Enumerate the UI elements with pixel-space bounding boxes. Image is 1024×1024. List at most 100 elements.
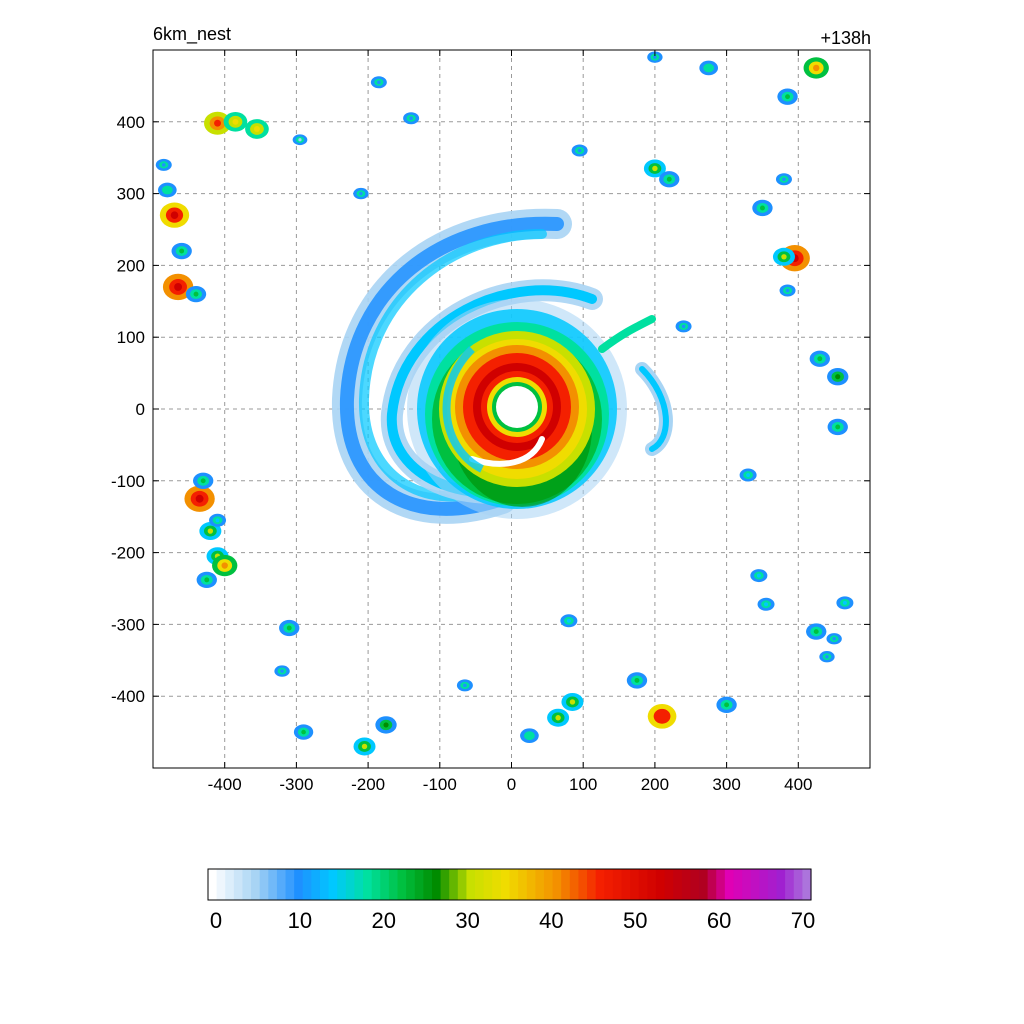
colorbar-block — [578, 869, 588, 900]
cell-core — [195, 494, 204, 503]
cell-core — [193, 291, 199, 297]
colorbar-block — [647, 869, 657, 900]
x-tick-label: -100 — [423, 775, 457, 794]
colorbar-block — [750, 869, 760, 900]
cell-core — [634, 677, 640, 683]
colorbar-block — [699, 869, 709, 900]
colorbar-block — [707, 869, 717, 900]
colorbar-block — [767, 869, 778, 900]
cell-core — [652, 165, 658, 172]
colorbar-block — [483, 869, 493, 900]
colorbar-block — [414, 869, 424, 900]
cell-core — [174, 282, 183, 291]
colorbar-block — [406, 869, 416, 900]
x-tick-label: 0 — [507, 775, 516, 794]
cell-core — [555, 715, 561, 721]
y-tick-label: 200 — [117, 256, 145, 275]
colorbar-block — [492, 869, 502, 900]
cell-core — [161, 163, 166, 167]
colorbar-fill — [208, 869, 812, 900]
colorbar-block — [552, 869, 562, 900]
left-title: 6km_nest — [153, 24, 231, 45]
cell-core — [359, 191, 363, 196]
x-tick-label: 400 — [784, 775, 812, 794]
axes: -400 -300 -200 -100 0 100 200 300 400 -400 -300 -20… — [111, 50, 870, 794]
colorbar-block — [423, 869, 433, 900]
colorbar-tick-label: 70 — [791, 908, 815, 933]
colorbar-block — [776, 869, 786, 900]
colorbar-block — [388, 869, 399, 900]
cell-core — [658, 712, 666, 721]
x-tick-label: 200 — [641, 775, 669, 794]
colorbar-block — [225, 869, 235, 900]
x-tick-label: -400 — [208, 775, 242, 794]
cell-core — [214, 119, 221, 127]
colorbar-block — [518, 869, 528, 900]
colorbar-block — [681, 869, 691, 900]
colorbar-block — [259, 869, 269, 900]
colorbar-tick-label: 20 — [371, 908, 395, 933]
colorbar: 0 10 20 30 40 50 60 70 — [207, 868, 815, 933]
colorbar-tick-label: 10 — [288, 908, 312, 933]
cell-core — [813, 64, 820, 72]
cell-core — [165, 187, 170, 193]
colorbar-block — [690, 869, 700, 900]
colorbar-block — [759, 869, 769, 900]
colorbar-block — [595, 869, 605, 900]
cell-core — [842, 600, 847, 605]
colorbar-block — [440, 869, 450, 900]
cell-core — [383, 722, 389, 728]
cell-core — [666, 176, 672, 182]
colorbar-block — [449, 869, 459, 900]
cell-core — [254, 126, 260, 132]
cell-core — [409, 116, 413, 121]
cell-core — [835, 424, 841, 430]
reflectivity-field — [155, 51, 854, 756]
y-tick-label: 400 — [117, 113, 145, 132]
colorbar-tick-label: 40 — [539, 908, 563, 933]
colorbar-tick-label: 50 — [623, 908, 647, 933]
colorbar-block — [268, 869, 278, 900]
cell-core — [832, 637, 836, 641]
y-tick-label: -100 — [111, 472, 145, 491]
cell-core — [577, 148, 582, 153]
colorbar-block — [345, 869, 356, 900]
cell-core — [527, 733, 532, 738]
cell-core — [215, 518, 220, 523]
x-tick-label: -300 — [279, 775, 313, 794]
colorbar-block — [216, 869, 226, 900]
colorbar-labels: 0 10 20 30 40 50 60 70 — [210, 908, 815, 933]
y-tick-label: -400 — [111, 687, 145, 706]
colorbar-block — [397, 869, 407, 900]
cell-core — [756, 573, 761, 578]
colorbar-block — [733, 869, 743, 900]
colorbar-tick-label: 0 — [210, 908, 222, 933]
colorbar-frame — [207, 868, 812, 901]
y-tick-label: 100 — [117, 328, 145, 347]
cell-core — [361, 743, 368, 750]
cell-core — [232, 118, 239, 125]
cell-core — [764, 602, 768, 607]
colorbar-block — [630, 869, 640, 900]
y-tick-label: -300 — [111, 615, 145, 634]
colorbar-block — [509, 869, 519, 900]
cell-core — [280, 669, 284, 673]
colorbar-block — [526, 869, 536, 900]
colorbar-block — [638, 869, 648, 900]
colorbar-block — [466, 869, 476, 900]
colorbar-block — [604, 869, 614, 900]
cell-core — [653, 55, 657, 59]
colorbar-block — [371, 869, 381, 900]
colorbar-block — [569, 869, 580, 900]
colorbar-block — [535, 869, 545, 900]
cell-core — [286, 625, 292, 631]
colorbar-block — [664, 869, 674, 900]
cell-core — [724, 702, 730, 708]
hurricane-spiral — [331, 208, 673, 524]
colorbar-block — [587, 869, 597, 900]
colorbar-block — [621, 869, 631, 900]
cell-core — [204, 577, 210, 583]
y-tick-label: 300 — [117, 185, 145, 204]
y-tick-label: 0 — [136, 400, 145, 419]
